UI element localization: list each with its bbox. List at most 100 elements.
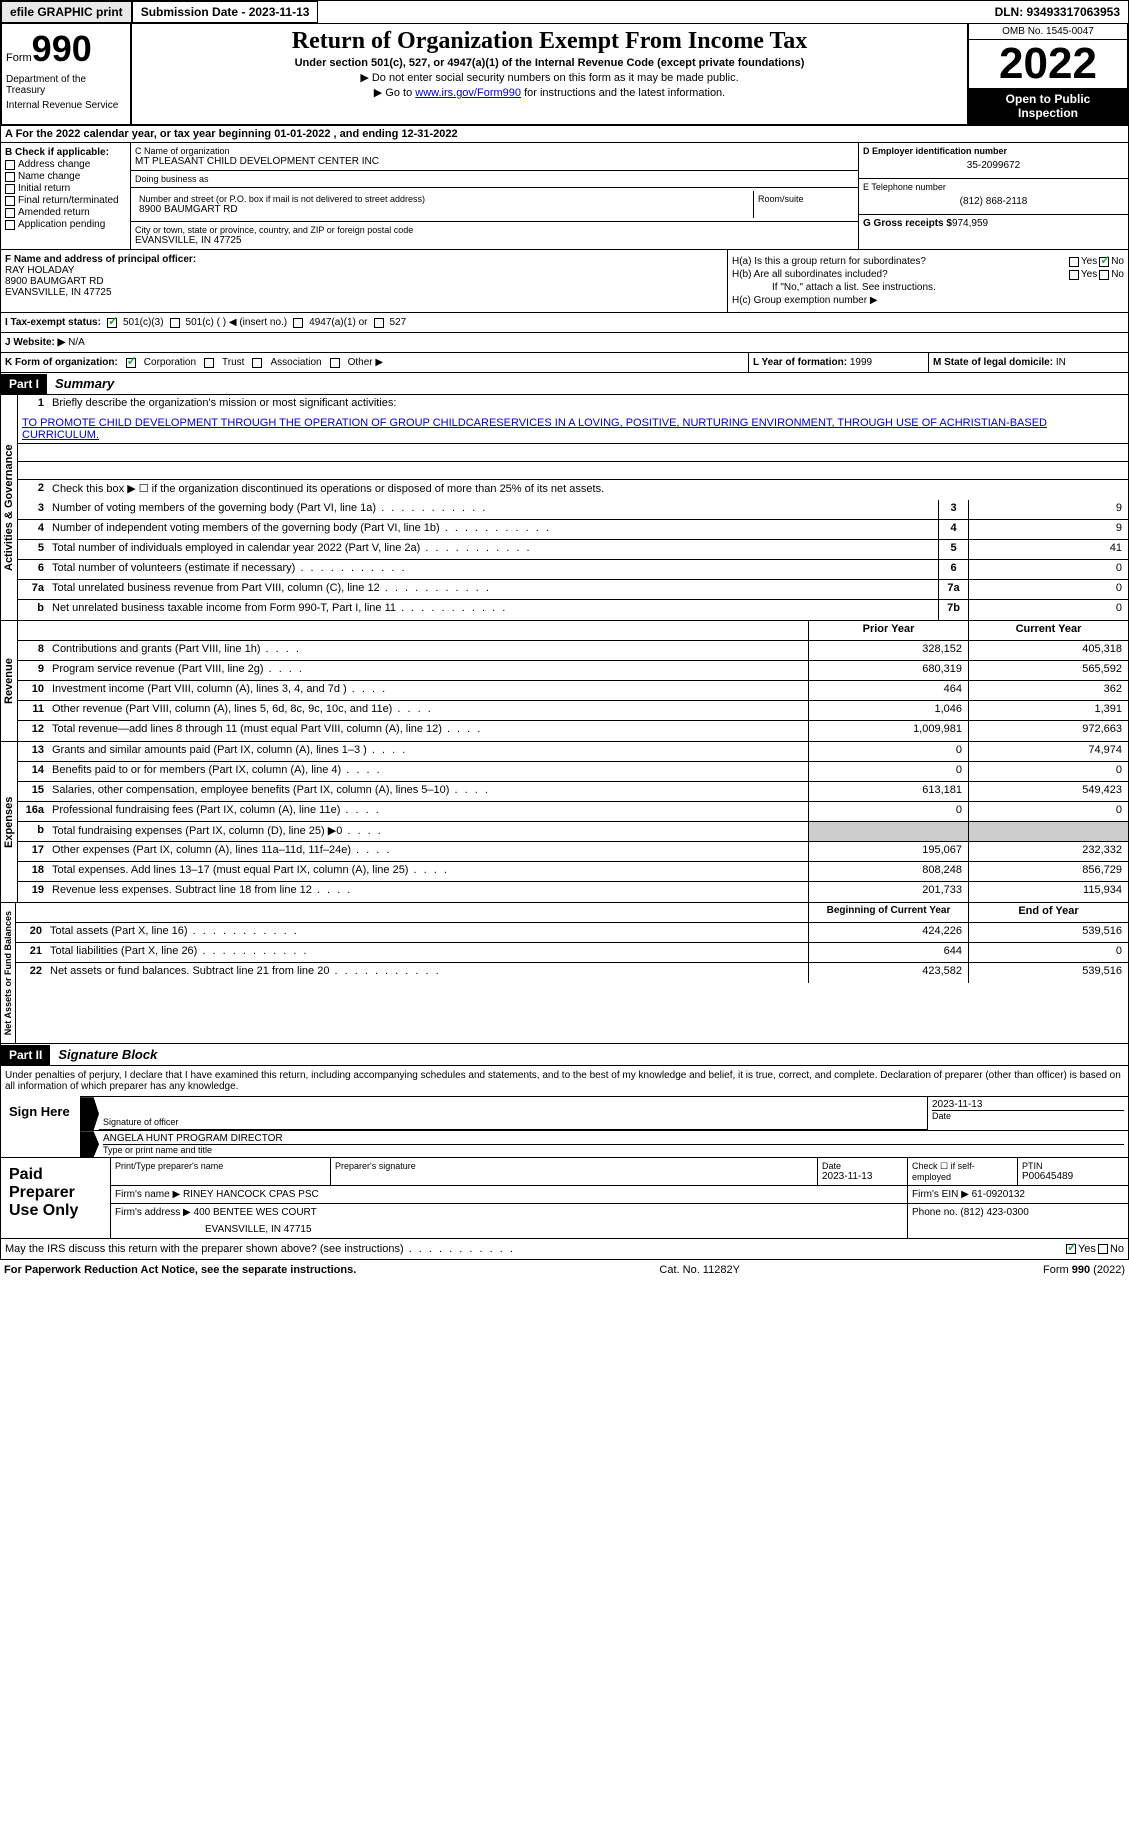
form-number: 990 [32,28,92,69]
efile-print-button[interactable]: efile GRAPHIC print [1,1,132,23]
submission-date: Submission Date - 2023-11-13 [132,1,319,23]
mission-blank-2 [18,462,1128,480]
firm-addr2: EVANSVILLE, IN 47715 [115,1218,903,1235]
net-assets-row: 22Net assets or fund balances. Subtract … [16,963,1128,983]
section-bcd: B Check if applicable: Address change Na… [0,143,1129,250]
check-final-return[interactable]: Final return/terminated [5,195,126,206]
prep-phone-label: Phone no. [912,1207,958,1218]
revenue-section: Revenue Prior Year Current Year 8Contrib… [0,621,1129,742]
501c3-checkbox[interactable] [107,318,117,328]
current-year-header: Current Year [968,621,1128,640]
ha-no-checkbox[interactable] [1099,257,1109,267]
net-assets-section: Net Assets or Fund Balances Beginning of… [0,903,1129,1044]
expenses-section: Expenses 13Grants and similar amounts pa… [0,742,1129,903]
part1-header: Part I Summary [0,373,1129,395]
prep-date: 2023-11-13 [822,1171,903,1182]
corp-checkbox[interactable] [126,358,136,368]
expense-row: 14Benefits paid to or for members (Part … [18,762,1128,782]
other-checkbox[interactable] [330,358,340,368]
hb-no-checkbox[interactable] [1099,270,1109,280]
section-a: A For the 2022 calendar year, or tax yea… [0,126,1129,143]
signature-section: Under penalties of perjury, I declare th… [0,1066,1129,1158]
discuss-yes-checkbox[interactable] [1066,1244,1076,1254]
year-formation-label: L Year of formation: [753,357,847,368]
department: Department of the Treasury [6,74,126,96]
expense-row: 13Grants and similar amounts paid (Part … [18,742,1128,762]
ein-label: D Employer identification number [863,146,1124,156]
hb-label: H(b) Are all subordinates included? [732,269,1069,280]
prep-sig-label: Preparer's signature [335,1161,813,1171]
dln: DLN: 93493317063953 [987,2,1128,22]
firm-name: RINEY HANCOCK CPAS PSC [183,1189,319,1200]
form-org-label: K Form of organization: [5,357,118,368]
check-name-change[interactable]: Name change [5,171,126,182]
form-header: Form990 Department of the Treasury Inter… [0,24,1129,126]
firm-addr-label: Firm's address ▶ [115,1207,191,1218]
row-i: I Tax-exempt status: 501(c)(3) 501(c) ( … [0,313,1129,333]
summary-row: 6Total number of volunteers (estimate if… [18,560,1128,580]
irs-link[interactable]: www.irs.gov/Form990 [415,87,521,99]
arrow-icon [81,1097,99,1130]
paid-preparer-section: Paid Preparer Use Only Print/Type prepar… [0,1158,1129,1239]
form-note-2: ▶ Go to www.irs.gov/Form990 for instruct… [140,86,959,99]
firm-ein: 61-0920132 [972,1189,1025,1200]
firm-ein-label: Firm's EIN ▶ [912,1189,969,1200]
row-k: K Form of organization: Corporation Trus… [0,353,1129,373]
mission-text: TO PROMOTE CHILD DEVELOPMENT THROUGH THE… [18,415,1128,444]
end-year-header: End of Year [968,903,1128,922]
arrow-icon [81,1131,99,1157]
section-b-label: B Check if applicable: [5,147,126,158]
cat-no: Cat. No. 11282Y [659,1264,740,1276]
part1-title: Summary [47,373,122,394]
summary-row: 3Number of voting members of the governi… [18,500,1128,520]
4947-checkbox[interactable] [293,318,303,328]
hb-yes-checkbox[interactable] [1069,270,1079,280]
expense-row: 16aProfessional fundraising fees (Part I… [18,802,1128,822]
check-address-change[interactable]: Address change [5,159,126,170]
ha-label: H(a) Is this a group return for subordin… [732,256,1069,267]
row-j: J Website: ▶ N/A [0,333,1129,353]
self-employed-check[interactable]: Check ☐ if self-employed [908,1158,1018,1185]
ha-yes-checkbox[interactable] [1069,257,1079,267]
net-assets-row: 20Total assets (Part X, line 16)424,2265… [16,923,1128,943]
prior-year-header: Prior Year [808,621,968,640]
trust-checkbox[interactable] [204,358,214,368]
check-amended[interactable]: Amended return [5,207,126,218]
check-initial-return[interactable]: Initial return [5,183,126,194]
website-label: J Website: ▶ [5,337,65,348]
mission-label: Briefly describe the organization's miss… [48,395,1128,415]
officer-addr2: EVANSVILLE, IN 47725 [5,287,723,298]
activities-governance: Activities & Governance 1 Briefly descri… [0,395,1129,621]
room-label: Room/suite [758,194,850,204]
tax-exempt-label: I Tax-exempt status: [5,317,101,328]
firm-addr1: 400 BENTEE WES COURT [194,1207,317,1218]
check-application-pending[interactable]: Application pending [5,219,126,230]
revenue-row: 12Total revenue—add lines 8 through 11 (… [18,721,1128,741]
officer-name: RAY HOLADAY [5,265,723,276]
summary-row: 5Total number of individuals employed in… [18,540,1128,560]
footer: For Paperwork Reduction Act Notice, see … [0,1260,1129,1280]
hb-note: If "No," attach a list. See instructions… [732,282,1124,293]
summary-row: 4Number of independent voting members of… [18,520,1128,540]
tax-year: 2022 [969,40,1127,88]
gross-label: G Gross receipts $ [863,218,952,229]
side-expenses: Expenses [1,742,18,902]
paid-preparer-label: Paid Preparer Use Only [1,1158,111,1238]
beginning-year-header: Beginning of Current Year [808,903,968,922]
state-domicile: IN [1056,357,1066,368]
expense-row: bTotal fundraising expenses (Part IX, co… [18,822,1128,842]
527-checkbox[interactable] [374,318,384,328]
assoc-checkbox[interactable] [252,358,262,368]
open-to-public: Open to PublicInspection [969,88,1127,124]
hc-label: H(c) Group exemption number ▶ [732,295,878,306]
sign-here-label: Sign Here [1,1096,81,1157]
revenue-row: 11Other revenue (Part VIII, column (A), … [18,701,1128,721]
net-assets-row: 21Total liabilities (Part X, line 26)644… [16,943,1128,963]
discuss-no-checkbox[interactable] [1098,1244,1108,1254]
header-bar: efile GRAPHIC print Submission Date - 20… [0,0,1129,24]
form-note-1: ▶ Do not enter social security numbers o… [140,71,959,84]
ptin: P00645489 [1022,1171,1124,1182]
revenue-row: 8Contributions and grants (Part VIII, li… [18,641,1128,661]
part2-badge: Part II [1,1045,50,1065]
501c-checkbox[interactable] [170,318,180,328]
